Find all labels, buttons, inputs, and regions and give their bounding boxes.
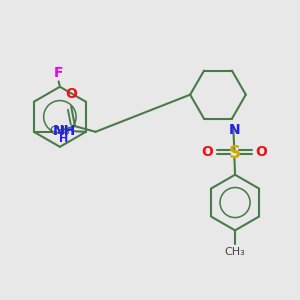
Text: NH: NH [53,124,76,138]
Text: N: N [229,123,240,136]
Text: CH₃: CH₃ [225,247,245,257]
Text: CH₃: CH₃ [49,126,70,136]
Text: F: F [54,66,63,80]
Text: O: O [65,87,77,101]
Text: O: O [256,145,268,159]
Text: H: H [59,134,68,144]
Text: O: O [201,145,213,159]
Text: S: S [228,144,240,162]
